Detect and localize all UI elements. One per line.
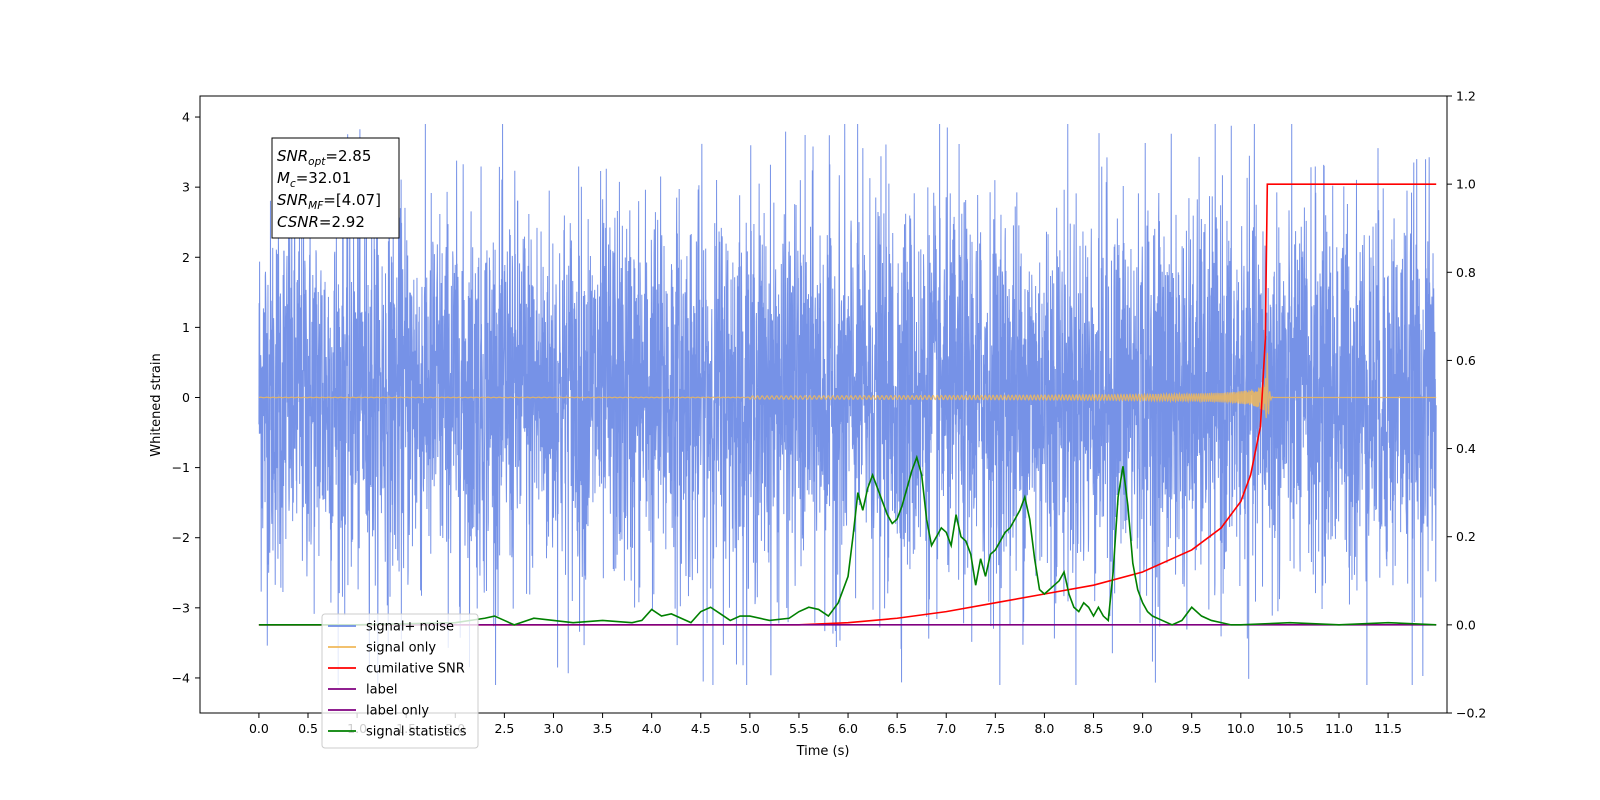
- x-tick-label: 6.0: [838, 721, 858, 736]
- x-tick-label: 10.5: [1276, 721, 1304, 736]
- y-right-tick-label: 0.2: [1456, 529, 1476, 544]
- x-tick-label: 0.5: [298, 721, 318, 736]
- x-tick-label: 6.5: [887, 721, 907, 736]
- y-left-tick-label: 3: [182, 180, 190, 195]
- annotation-line: SNRMF=[4.07]: [277, 191, 381, 212]
- legend-entry-label: label: [366, 683, 397, 698]
- x-tick-label: 4.0: [642, 721, 662, 736]
- x-tick-label: 3.0: [544, 721, 564, 736]
- x-tick-label: 4.5: [691, 721, 711, 736]
- legend: signal+ noise signal only cumilative SNR la…: [321, 613, 479, 749]
- x-tick-label: 7.5: [985, 721, 1005, 736]
- legend-entry-label: label only: [366, 704, 429, 719]
- y-left-tick-label: −1: [172, 460, 190, 475]
- series-cumilative-snr-line: [258, 183, 1437, 626]
- axes-frame: [199, 95, 1448, 714]
- y-left-tick-label: 0: [182, 390, 190, 405]
- x-tick-label: 10.0: [1227, 721, 1255, 736]
- x-tick-label: 11.5: [1374, 721, 1402, 736]
- y-left-tick-label: −2: [172, 530, 190, 545]
- series-signal-only-line: [258, 352, 1437, 419]
- y-right-tick-label: 0.6: [1456, 353, 1476, 368]
- series-signal-noise-line: [258, 124, 1437, 685]
- x-tick-label: 3.5: [593, 721, 613, 736]
- x-tick-label: 9.5: [1182, 721, 1202, 736]
- x-tick-label: 2.5: [494, 721, 514, 736]
- x-axis-label: Time (s): [796, 744, 850, 759]
- y-right-tick-label: 0.4: [1456, 441, 1476, 456]
- y-axis-right: 1.2 1.0 0.8 0.6 0.4 0.2 0.0 −0.2: [1447, 89, 1486, 721]
- x-tick-label: 5.0: [740, 721, 760, 736]
- annotation-line: SNRopt=2.85: [277, 147, 371, 168]
- legend-frame: [321, 613, 479, 749]
- y-axis-left: 4 3 2 1 0 −1 −2 −3 −4: [172, 110, 200, 685]
- x-tick-label: 5.5: [789, 721, 809, 736]
- y-left-tick-label: −3: [172, 600, 190, 615]
- y-left-tick-label: 2: [182, 250, 190, 265]
- y-axis-label-left: Whitened strain: [149, 353, 164, 456]
- y-right-tick-label: −0.2: [1456, 706, 1486, 721]
- x-tick-label: 0.0: [249, 721, 269, 736]
- x-tick-label: 9.0: [1133, 721, 1153, 736]
- annotation-frame: [271, 137, 400, 239]
- annotation-line: Mc=32.01: [277, 169, 351, 190]
- x-tick-label: 7.0: [936, 721, 956, 736]
- y-left-tick-label: 1: [182, 320, 190, 335]
- x-axis: 0.00.51.01.52.02.53.03.54.04.55.05.56.06…: [249, 713, 1402, 736]
- legend-entry-label: signal statistics: [366, 725, 467, 740]
- y-right-tick-label: 0.8: [1456, 265, 1476, 280]
- legend-entry-label: signal only: [366, 641, 436, 656]
- y-left-tick-label: 4: [182, 110, 190, 125]
- legend-entry-label: cumilative SNR: [366, 662, 465, 677]
- y-right-tick-label: 1.2: [1456, 89, 1476, 104]
- y-left-tick-label: −4: [172, 670, 190, 685]
- annotation-line: CSNR=2.92: [277, 213, 365, 231]
- legend-entry-label: signal+ noise: [366, 620, 454, 635]
- series-signal-statistics-line: [258, 454, 1437, 626]
- y-right-tick-label: 0.0: [1456, 617, 1476, 632]
- x-tick-label: 11.0: [1325, 721, 1353, 736]
- x-tick-label: 8.0: [1034, 721, 1054, 736]
- y-right-tick-label: 1.0: [1456, 177, 1476, 192]
- x-tick-label: 8.5: [1084, 721, 1104, 736]
